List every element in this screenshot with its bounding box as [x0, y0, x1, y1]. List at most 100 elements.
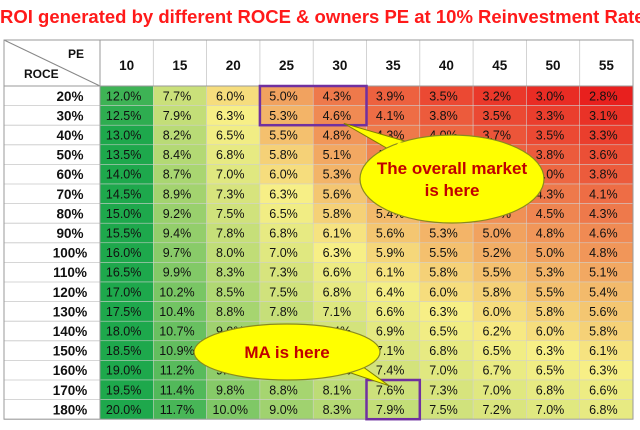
cell-value: 8.5% — [216, 285, 245, 299]
cell-value: 5.0% — [483, 227, 512, 241]
cell-value: 14.5% — [106, 187, 141, 201]
cell-value: 7.0% — [429, 364, 458, 378]
cell-value: 7.0% — [269, 246, 298, 260]
cell-value: 6.8% — [269, 227, 298, 241]
cell-value: 7.3% — [216, 187, 245, 201]
cell-value: 6.0% — [269, 168, 298, 182]
cell-value: 4.1% — [376, 109, 405, 123]
cell-value: 8.9% — [163, 187, 192, 201]
cell-value: 3.0% — [536, 89, 565, 103]
cell-value: 6.0% — [536, 325, 565, 339]
cell-value: 6.5% — [536, 364, 565, 378]
cell-value: 16.5% — [106, 266, 141, 280]
cell-value: 11.7% — [160, 403, 195, 417]
callout-market: The overall market is here — [343, 122, 545, 224]
cell-value: 15.0% — [106, 207, 141, 221]
cell-value: 6.6% — [589, 383, 618, 397]
cell-value: 5.8% — [483, 285, 512, 299]
cell-value: 4.3% — [323, 89, 352, 103]
cell-value: 7.5% — [216, 207, 245, 221]
cell-value: 4.8% — [589, 246, 618, 260]
cell-value: 3.5% — [429, 89, 458, 103]
cell-value: 5.5% — [429, 246, 458, 260]
cell-value: 6.1% — [376, 266, 405, 280]
row-header-bg — [4, 86, 100, 420]
cell-value: 5.0% — [269, 89, 298, 103]
cell-value: 4.8% — [536, 227, 565, 241]
cell-value: 3.8% — [429, 109, 458, 123]
cell-value: 7.0% — [216, 168, 245, 182]
cell-value: 2.8% — [589, 89, 618, 103]
cell-value: 16.0% — [106, 246, 141, 260]
cell-value: 13.5% — [106, 148, 141, 162]
cell-value: 7.6% — [376, 383, 405, 397]
cell-value: 10.9% — [159, 344, 194, 358]
cell-value: 11.2% — [160, 364, 195, 378]
cell-value: 8.0% — [216, 246, 245, 260]
cell-value: 8.4% — [163, 148, 192, 162]
cell-value: 5.8% — [269, 148, 298, 162]
cell-value: 4.8% — [323, 129, 352, 143]
cell-value: 7.1% — [376, 344, 405, 358]
cell-value: 8.3% — [323, 403, 352, 417]
cell-value: 9.8% — [216, 383, 245, 397]
cell-value: 7.3% — [269, 266, 298, 280]
cell-value: 6.2% — [483, 325, 512, 339]
cell-value: 6.1% — [323, 227, 352, 241]
row-header-roce-60: 60% — [56, 167, 83, 182]
cell-value: 9.9% — [163, 266, 192, 280]
col-header-pe-20: 20 — [226, 58, 241, 73]
cell-value: 5.8% — [589, 325, 618, 339]
row-header-roce-50: 50% — [56, 148, 83, 163]
col-header-pe-55: 55 — [599, 58, 615, 73]
col-header-pe-15: 15 — [172, 58, 188, 73]
col-header-pe-40: 40 — [439, 58, 454, 73]
callout-ma-text-line: MA is here — [244, 343, 329, 362]
cell-value: 5.6% — [323, 187, 352, 201]
cell-value: 6.7% — [483, 364, 512, 378]
row-header-roce-120: 120% — [53, 285, 88, 300]
cell-value: 10.4% — [159, 305, 194, 319]
cell-value: 5.6% — [589, 305, 618, 319]
callout-ma: MA is here — [193, 323, 390, 387]
cell-value: 9.7% — [163, 246, 192, 260]
cell-value: 6.8% — [216, 148, 245, 162]
callout-market-bubble — [359, 134, 545, 224]
cell-value: 19.0% — [106, 364, 141, 378]
cell-value: 6.3% — [536, 344, 565, 358]
row-header-roce-20: 20% — [56, 89, 83, 104]
cell-value: 5.5% — [536, 285, 565, 299]
cell-value: 8.7% — [163, 168, 192, 182]
callout-market-text: The overall market is here — [377, 159, 528, 200]
cell-value: 5.1% — [589, 266, 618, 280]
cell-value: 17.0% — [106, 285, 141, 299]
col-header-pe-35: 35 — [386, 58, 402, 73]
cell-value: 7.5% — [429, 403, 458, 417]
row-header-roce-140: 140% — [53, 324, 88, 339]
cell-value: 10.0% — [213, 403, 248, 417]
header-row-bg — [4, 40, 633, 86]
cell-value: 7.8% — [216, 227, 245, 241]
cell-value: 7.7% — [163, 89, 192, 103]
cell-value: 12.0% — [106, 89, 141, 103]
cell-value: 9.2% — [163, 207, 192, 221]
callout-ma-text: MA is here — [244, 343, 329, 362]
cell-value: 7.0% — [483, 383, 512, 397]
row-header-roce-150: 150% — [53, 344, 88, 359]
row-header-roce-160: 160% — [53, 363, 88, 378]
row-header-roce-100: 100% — [53, 246, 88, 261]
cell-value: 6.3% — [269, 187, 298, 201]
cell-value: 7.3% — [429, 383, 458, 397]
cell-value: 3.9% — [376, 89, 405, 103]
cell-value: 3.3% — [589, 129, 618, 143]
cell-value: 7.5% — [269, 285, 298, 299]
cell-value: 7.9% — [376, 403, 405, 417]
col-header-pe-50: 50 — [546, 58, 561, 73]
cell-value: 8.2% — [163, 129, 192, 143]
cell-value: 4.3% — [536, 187, 565, 201]
row-header-roce-70: 70% — [56, 187, 83, 202]
col-header-pe-45: 45 — [492, 58, 508, 73]
cell-value: 4.6% — [589, 227, 618, 241]
cell-value: 5.8% — [323, 207, 352, 221]
